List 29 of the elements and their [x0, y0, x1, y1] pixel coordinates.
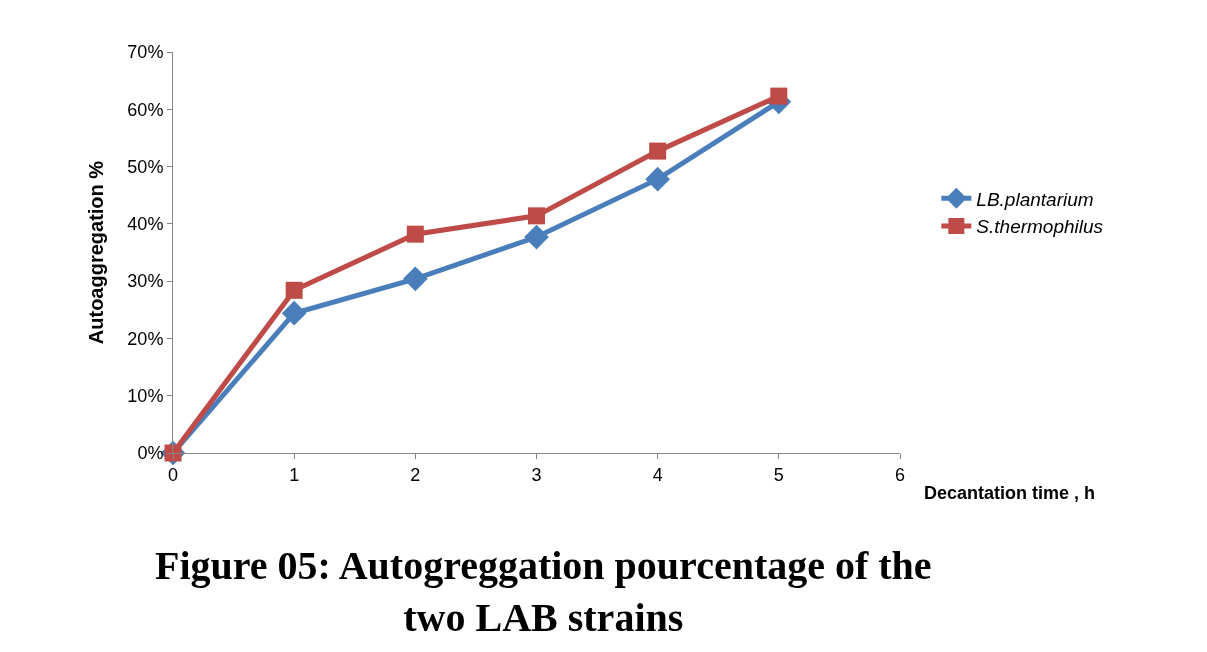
x-tick-label: 5 — [773, 464, 784, 485]
point — [524, 224, 549, 250]
point — [285, 281, 303, 299]
y-tick-label: 50% — [127, 156, 164, 177]
x-tick-label: 2 — [410, 464, 421, 485]
y-tick-label: 30% — [127, 271, 164, 292]
y-axis-title: Autoaggregation % — [84, 160, 107, 345]
legend-label: LB.plantarium — [976, 188, 1094, 210]
point — [645, 166, 671, 192]
point — [402, 266, 428, 292]
point — [406, 225, 424, 243]
text: Figure 05: Autogreggation pourcentage of the two LAB strains — [155, 543, 932, 640]
x-tick-label: 1 — [289, 464, 300, 485]
x-tick-label: 0 — [167, 464, 179, 485]
x-tick-label: 3 — [531, 464, 542, 485]
y-tick-label: 0% — [137, 443, 164, 464]
x-tick-label: 4 — [652, 464, 663, 485]
y-tick-label: 60% — [127, 99, 164, 120]
point — [281, 300, 307, 326]
x-tick-label: 6 — [894, 464, 906, 485]
legend-label: S.thermophilus — [976, 216, 1104, 238]
y-tick-label: 70% — [127, 42, 164, 63]
y-tick-label: 40% — [127, 214, 164, 235]
y-tick-label: 20% — [127, 328, 164, 349]
y-tick-label: 10% — [127, 386, 164, 407]
point — [770, 87, 788, 105]
point — [649, 142, 667, 160]
point — [528, 207, 545, 225]
x-axis-title: Decantation time , h — [924, 483, 1096, 503]
